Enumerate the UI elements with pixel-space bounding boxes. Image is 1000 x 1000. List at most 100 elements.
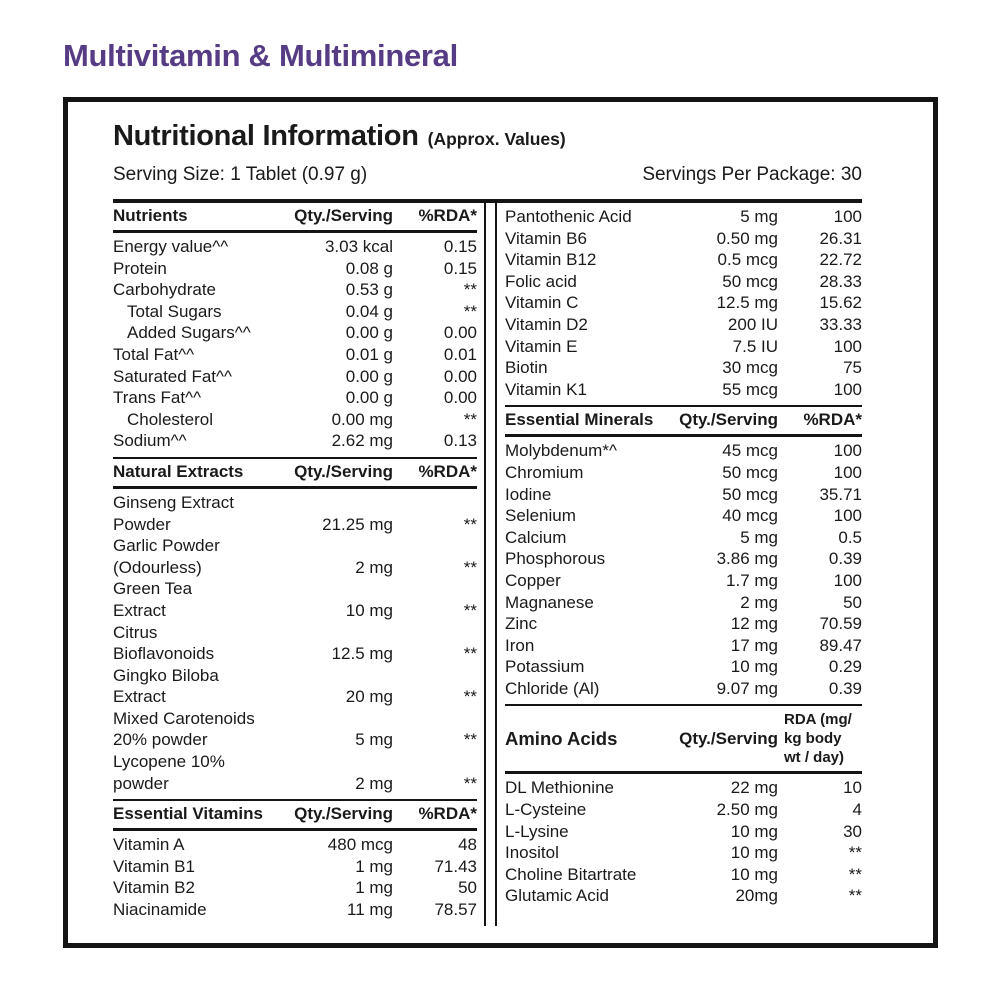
row-name: Pantothenic Acid bbox=[505, 206, 666, 228]
table-row: Choline Bitartrate 10 mg ** bbox=[505, 864, 862, 886]
row-qty: 50 mcg bbox=[722, 462, 778, 482]
row-qty: 55 mcg bbox=[722, 379, 778, 399]
row-name-line: Total Fat^^ bbox=[113, 344, 195, 364]
row-name-line: L-Cysteine bbox=[505, 800, 587, 820]
row-name: Vitamin A bbox=[113, 834, 281, 856]
row-name: Vitamin K1 bbox=[505, 379, 666, 401]
row-name: Chromium bbox=[505, 462, 666, 484]
row-name: Total Fat^^ bbox=[113, 344, 281, 366]
row-name-line: Pantothenic Acid bbox=[505, 207, 632, 226]
row-name-line: Vitamin B12 bbox=[505, 250, 597, 270]
row-rda: 100 bbox=[833, 441, 862, 461]
row-name: Garlic Powder (Odourless) bbox=[113, 535, 281, 578]
row-rda: 100 bbox=[833, 336, 862, 356]
row-rda: 78.57 bbox=[434, 900, 477, 920]
table-row: Iodine 50 mcg 35.71 bbox=[505, 484, 862, 506]
row-name: Folic acid bbox=[505, 271, 666, 293]
row-rda: 0.15 bbox=[443, 258, 477, 278]
row-name: Biotin bbox=[505, 357, 666, 379]
row-name-line: Green Tea bbox=[113, 579, 193, 599]
row-name: Protein bbox=[113, 258, 281, 280]
row-qty: 30 mcg bbox=[722, 358, 778, 378]
left-table-column: Nutrients Qty./Serving %RDA* Energy value^^… bbox=[113, 203, 486, 926]
row-name: Total Sugars bbox=[113, 301, 281, 323]
row-qty: 1 mg bbox=[355, 878, 393, 898]
row-qty: 11 mg bbox=[347, 900, 393, 920]
row-name-line: Biotin bbox=[505, 358, 548, 378]
row-rda: 71.43 bbox=[434, 856, 477, 876]
row-qty: 10 mg bbox=[730, 864, 778, 884]
table-row: Saturated Fat^^ 0.00 g 0.00 bbox=[113, 366, 477, 388]
row-name-line: Vitamin K1 bbox=[505, 379, 587, 399]
table-row: Vitamin A 480 mcg 48 bbox=[113, 834, 477, 856]
table-row: Phosphorous 3.86 mg 0.39 bbox=[505, 548, 862, 570]
row-name-line: Inositol bbox=[505, 843, 559, 863]
row-rda: ** bbox=[463, 687, 477, 707]
row-rda: ** bbox=[463, 730, 477, 750]
row-qty: 45 mcg bbox=[722, 441, 778, 461]
row-name-line: Garlic Powder bbox=[113, 536, 220, 556]
table-row: Mixed Carotenoids 20% powder 5 mg ** bbox=[113, 708, 477, 751]
row-name-line: Glutamic Acid bbox=[505, 886, 609, 906]
row-name: Added Sugars^^ bbox=[113, 322, 281, 344]
row-name: Carbohydrate bbox=[113, 279, 281, 301]
row-name: Cholesterol bbox=[113, 409, 281, 431]
table-row: Garlic Powder (Odourless) 2 mg ** bbox=[113, 535, 477, 578]
row-name-line: Chloride (Al) bbox=[505, 678, 600, 698]
row-rda: ** bbox=[463, 409, 477, 429]
column-header-qty: Qty./Serving bbox=[679, 410, 778, 430]
table-row: Molybdenum*^ 45 mcg 100 bbox=[505, 440, 862, 462]
row-qty: 3.86 mg bbox=[716, 549, 778, 569]
row-rda: 4 bbox=[852, 800, 862, 820]
row-name: Vitamin D2 bbox=[505, 314, 666, 336]
row-rda: 0.29 bbox=[828, 657, 862, 677]
section-rows: Ginseng Extract Powder 21.25 mg ** Garlic Po… bbox=[113, 489, 477, 799]
row-name-line: Zinc bbox=[505, 614, 538, 634]
row-qty: 5 mg bbox=[355, 730, 393, 750]
row-qty: 22 mg bbox=[730, 778, 778, 798]
row-qty: 12.5 mg bbox=[716, 293, 778, 313]
table-row: Green Tea Extract 10 mg ** bbox=[113, 578, 477, 621]
row-qty: 21.25 mg bbox=[322, 514, 393, 534]
row-qty: 0.00 g bbox=[345, 388, 393, 408]
table-row: L-Cysteine 2.50 mg 4 bbox=[505, 799, 862, 821]
row-name-line: Powder bbox=[113, 514, 171, 534]
section-header-row: Nutrients Qty./Serving %RDA* bbox=[113, 203, 477, 233]
row-name: Vitamin B6 bbox=[505, 228, 666, 250]
row-name: Citrus Bioflavonoids bbox=[113, 622, 281, 665]
top-divider-rule bbox=[113, 199, 862, 203]
serving-size: Serving Size: 1 Tablet (0.97 g) bbox=[113, 164, 368, 185]
row-name-line: Added Sugars^^ bbox=[127, 323, 251, 343]
row-name-line: Selenium bbox=[505, 506, 576, 526]
row-name: Mixed Carotenoids 20% powder bbox=[113, 708, 281, 751]
table-section: Essential Minerals Qty./Serving %RDA* Molyb… bbox=[505, 405, 862, 704]
label-title: Nutritional Information bbox=[113, 120, 419, 152]
row-qty: 40 mcg bbox=[722, 506, 778, 526]
page-title: Multivitamin & Multimineral bbox=[63, 38, 458, 73]
row-name: Vitamin C bbox=[505, 292, 666, 314]
row-name: Vitamin B2 bbox=[113, 877, 281, 899]
row-qty: 10 mg bbox=[730, 843, 778, 863]
row-rda: 30 bbox=[843, 821, 862, 841]
row-name: Phosphorous bbox=[505, 548, 666, 570]
table-section: Essential Vitamins Qty./Serving %RDA* Vitam… bbox=[113, 799, 477, 925]
table-section: Amino Acids Qty./Serving RDA (mg/ kg body … bbox=[505, 704, 862, 912]
row-name: Sodium^^ bbox=[113, 430, 281, 452]
row-name: Molybdenum*^ bbox=[505, 440, 666, 462]
table-row: Citrus Bioflavonoids 12.5 mg ** bbox=[113, 622, 477, 665]
serving-info-row: Serving Size: 1 Tablet (0.97 g) Servings… bbox=[113, 164, 862, 186]
section-header-title: Nutrients bbox=[113, 206, 188, 225]
row-name: L-Cysteine bbox=[505, 799, 666, 821]
row-name-line: Gingko Biloba bbox=[113, 665, 219, 685]
row-qty: 0.53 g bbox=[345, 280, 393, 300]
row-name: L-Lysine bbox=[505, 821, 666, 843]
column-header-rda: %RDA* bbox=[418, 804, 477, 824]
row-rda: 15.62 bbox=[819, 293, 862, 313]
row-qty: 50 mcg bbox=[722, 271, 778, 291]
table-section: Pantothenic Acid 5 mg 100 Vitamin B6 0.50 mg… bbox=[505, 203, 862, 405]
row-qty: 12.5 mg bbox=[331, 644, 393, 664]
row-name-line: Vitamin B1 bbox=[113, 856, 195, 876]
table-section: Natural Extracts Qty./Serving %RDA* Ginseng… bbox=[113, 456, 477, 799]
row-rda: 100 bbox=[833, 506, 862, 526]
